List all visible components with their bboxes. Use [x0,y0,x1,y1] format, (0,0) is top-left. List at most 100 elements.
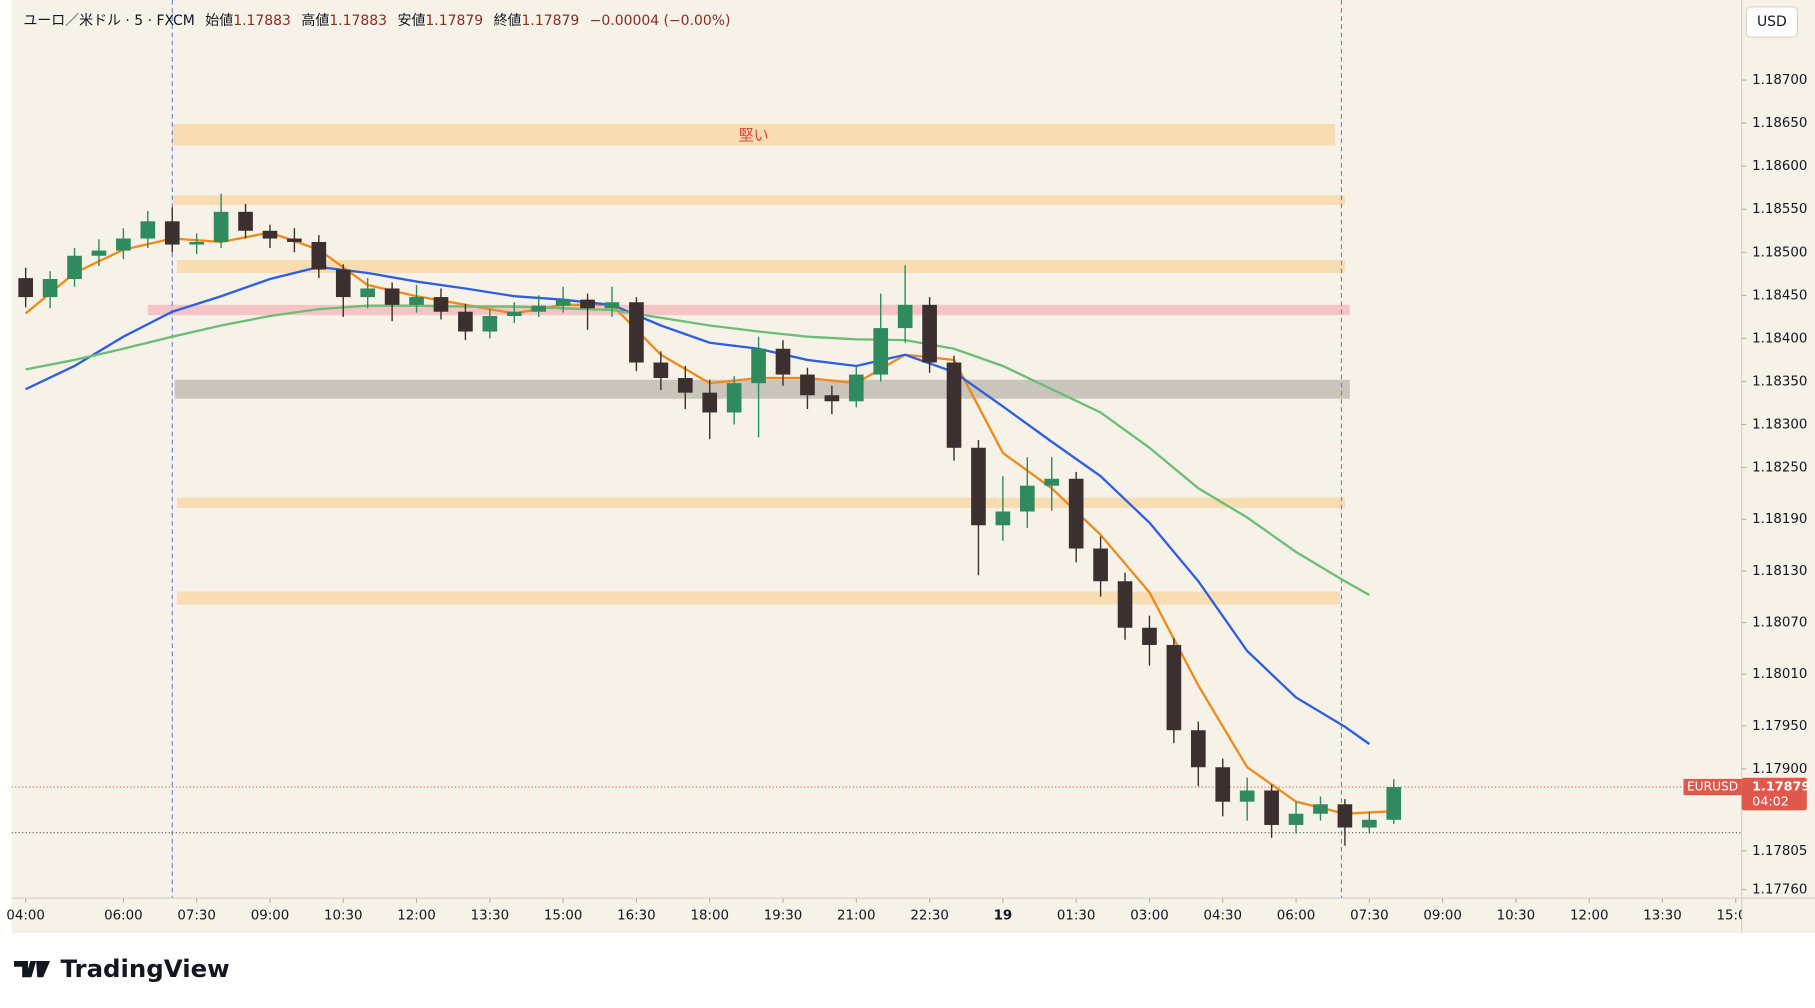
x-tick-label: 22:30 [910,909,949,924]
candle-body [482,316,498,332]
candle-body [604,302,620,309]
zone-label: 堅い [739,126,769,144]
x-tick-label: 19 [994,909,1013,924]
x-tick-label: 13:30 [471,909,510,924]
candle-body [213,211,229,242]
candle-body [1019,485,1035,512]
symbol-tag-bg [1683,778,1742,796]
candle-body [1190,730,1206,768]
legend-change: −0.00004 (−0.00%) [590,13,731,29]
candle-body [506,311,522,317]
zone [172,123,1336,146]
chart-background [11,0,1815,934]
x-tick-label: 09:00 [251,909,290,924]
candle-body [1264,790,1279,825]
legend-field-value: 1.17879 [425,13,483,29]
x-tick-label: 07:30 [177,909,215,924]
y-tick-label: 1.18600 [1752,159,1807,174]
logo-icon [14,960,51,978]
candle-body [775,348,791,375]
x-tick-label: 10:30 [1497,909,1536,924]
candle-body [995,511,1011,526]
legend: ユーロ／米ドル · 5 · FXCM 始値1.17883 高値1.17883 安値1.… [23,12,730,29]
moving-average [25,265,1370,745]
candle-body [971,447,986,526]
candle-body [1044,478,1060,486]
price-tag-bg [1741,777,1807,811]
candle-body [1362,819,1377,828]
zone [177,591,1341,605]
candle-body [873,328,889,375]
x-tick-label: 06:00 [104,909,142,924]
y-tick-label: 1.17805 [1752,844,1807,859]
legend-field-label: 終値 [494,13,522,29]
y-tick-label: 1.18300 [1752,418,1807,433]
candle-body [1313,804,1328,814]
y-tick-label: 1.18500 [1752,245,1807,260]
price-tag-value: 1.17879 [1752,780,1810,795]
currency-box[interactable] [1745,6,1799,38]
zone [172,195,1345,205]
legend-symbol: ユーロ／米ドル · 5 · FXCM [23,13,195,29]
candle-body [1093,548,1108,582]
candle-body [824,395,840,402]
moving-average [25,304,1370,597]
candle-body [726,383,742,413]
currency: USD [1757,14,1787,30]
candle-body [409,297,424,305]
legend-field-value: 1.17883 [329,13,387,29]
y-tick-label: 1.18070 [1752,616,1807,631]
candle-body [1068,478,1084,549]
candle-body [116,238,131,251]
x-tick-label: 21:00 [837,909,876,924]
candle-body [91,250,107,256]
y-tick-label: 1.17760 [1752,883,1807,898]
x-tick-label: 12:00 [397,909,436,924]
y-tick-label: 1.17900 [1752,762,1807,777]
candle-body [848,374,864,402]
candle-body [1337,804,1353,828]
y-tick-label: 1.18010 [1752,667,1807,682]
y-tick-label: 1.18250 [1752,461,1807,476]
x-tick-label: 04:30 [1203,909,1242,924]
x-tick-label: 15:00 [1717,909,1756,924]
x-tick-label: 09:00 [1423,909,1462,924]
legend-field-label: 安値 [398,13,426,29]
x-tick-label: 07:30 [1350,909,1389,924]
candle-body [653,362,669,379]
x-tick-label: 18:00 [690,909,729,924]
x-tick-label: 10:30 [324,909,362,924]
candle-body [311,241,327,270]
candle-body [360,288,376,298]
x-tick-label: 03:00 [1130,909,1169,924]
candle-body [164,221,180,245]
y-tick-label: 1.18350 [1752,374,1807,389]
candle-body [897,304,913,329]
y-tick-label: 1.18550 [1752,202,1807,217]
candle-body [433,297,449,312]
candle-body [1166,644,1182,731]
x-tick-label: 19:30 [764,909,803,924]
plot-area: 堅い [11,0,1742,899]
y-tick-label: 1.18650 [1752,116,1807,131]
candle-body [1386,787,1402,820]
x-tick-label: 15:00 [544,909,582,924]
candle-body [238,211,253,231]
x-tick-label: 12:00 [1570,909,1609,924]
candle-body [1142,627,1157,645]
candle-body [555,299,571,306]
y-tick-label: 1.18450 [1752,288,1807,303]
zone [177,497,1345,509]
candle-body [384,288,400,305]
price-axis: 1.18700 1.18650 1.18600 1.18550 1.18500 1.184… [1741,73,1807,898]
candle-body [335,269,351,298]
candle-body [1117,581,1133,628]
candle-body [677,378,693,393]
candle-body [1215,767,1231,802]
x-tick-label: 04:00 [6,909,44,924]
legend-field-label: 高値 [301,12,329,29]
candle-body [42,278,58,298]
candle-body [751,348,766,384]
